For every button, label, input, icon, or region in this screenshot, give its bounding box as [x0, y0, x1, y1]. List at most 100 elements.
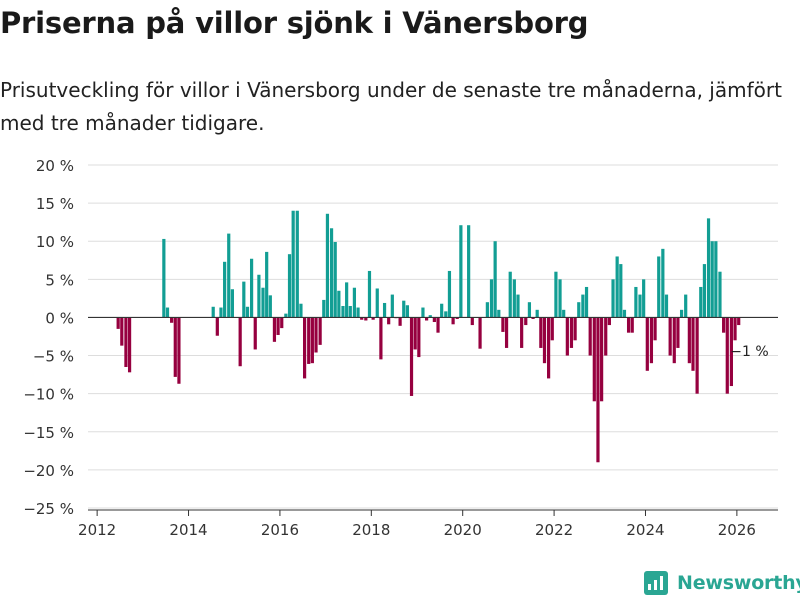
bar: [310, 317, 314, 364]
latest-value-annotation: −1 %: [730, 344, 768, 360]
bar: [352, 287, 357, 318]
bar: [307, 317, 311, 364]
bar: [379, 317, 383, 360]
x-tick-label: 2020: [444, 521, 482, 539]
bar: [645, 317, 649, 371]
bar: [653, 317, 657, 341]
bar: [398, 317, 402, 326]
bar: [607, 317, 611, 326]
bar: [535, 309, 539, 318]
bar: [257, 274, 261, 318]
bar: [402, 300, 406, 318]
bar: [451, 317, 455, 325]
axes: 20 % 15 % 10 % 5 % 0 % −5 % −10 % −15 % −20 % −25…: [23, 157, 778, 539]
bar: [467, 225, 471, 318]
x-tick-label: 2026: [718, 521, 756, 539]
bar: [626, 317, 631, 333]
bar: [630, 317, 634, 333]
chart-subtitle: Prisutveckling för villor i Vänersborg u…: [0, 78, 782, 135]
bar: [710, 241, 714, 318]
bar: [508, 271, 512, 318]
bar: [588, 317, 592, 356]
bar: [432, 317, 436, 323]
bar: [409, 317, 414, 396]
bar: [405, 305, 410, 318]
bar: [421, 307, 425, 318]
y-tick-label: −25 %: [23, 500, 74, 518]
bar: [596, 317, 600, 463]
bar: [177, 317, 181, 384]
bar: [387, 317, 391, 325]
bar: [558, 279, 562, 318]
bar: [367, 270, 372, 318]
bar: [527, 302, 532, 318]
bar: [333, 241, 337, 318]
bar: [642, 279, 646, 318]
brand-logo[interactable]: Newsworthy: [644, 568, 800, 598]
bar: [173, 317, 177, 377]
bar: [425, 317, 429, 321]
bar: [531, 317, 535, 319]
bar: [565, 317, 569, 356]
y-tick-label: −10 %: [23, 386, 74, 404]
bar: [382, 302, 387, 318]
bar: [341, 306, 345, 318]
bar: [679, 309, 684, 318]
bar: [524, 317, 528, 326]
bar: [600, 317, 604, 402]
y-tick-label: 20 %: [36, 157, 74, 175]
bar: [440, 303, 444, 318]
bar: [287, 254, 292, 318]
y-tick-label: −20 %: [23, 462, 74, 480]
bar: [542, 317, 547, 364]
bar: [280, 317, 284, 329]
bar: [348, 306, 352, 318]
x-tick-label: 2016: [261, 521, 299, 539]
bar: [638, 294, 642, 318]
bar: [249, 258, 254, 318]
bar: [672, 317, 676, 364]
bar: [276, 317, 280, 335]
bar: [337, 290, 341, 318]
bar: [695, 317, 699, 394]
bar: [127, 317, 132, 373]
bar: [371, 317, 375, 320]
bar: [261, 287, 265, 318]
bar: [299, 303, 303, 318]
y-tick-label: −5 %: [33, 348, 74, 366]
bar: [329, 228, 334, 318]
bar: [649, 317, 654, 364]
bar: [242, 281, 246, 318]
bar: [569, 317, 574, 348]
bar: [478, 317, 482, 349]
bar: [604, 317, 608, 356]
bar: [493, 241, 497, 318]
bar: [622, 309, 627, 318]
bar: [360, 317, 364, 320]
bar: [295, 210, 299, 318]
bar: [413, 317, 417, 350]
bar: [729, 317, 733, 387]
bar: [116, 317, 120, 329]
bar: [725, 317, 729, 394]
bar: [592, 317, 596, 402]
bar: [657, 256, 661, 318]
bar: [314, 317, 318, 353]
bar: [120, 317, 124, 346]
bar: [611, 279, 615, 318]
bar: [516, 294, 520, 318]
bar: [676, 317, 680, 348]
bar: [444, 311, 448, 318]
bar: [253, 317, 257, 350]
bar: [211, 306, 215, 318]
x-tick-label: 2018: [352, 521, 390, 539]
bar: [265, 251, 269, 318]
bar: [470, 317, 474, 326]
bar: [737, 317, 741, 326]
bar: [581, 294, 585, 318]
bar: [291, 210, 295, 318]
bar: [356, 307, 360, 318]
x-tick-label: 2012: [78, 521, 116, 539]
bar: [318, 317, 322, 345]
